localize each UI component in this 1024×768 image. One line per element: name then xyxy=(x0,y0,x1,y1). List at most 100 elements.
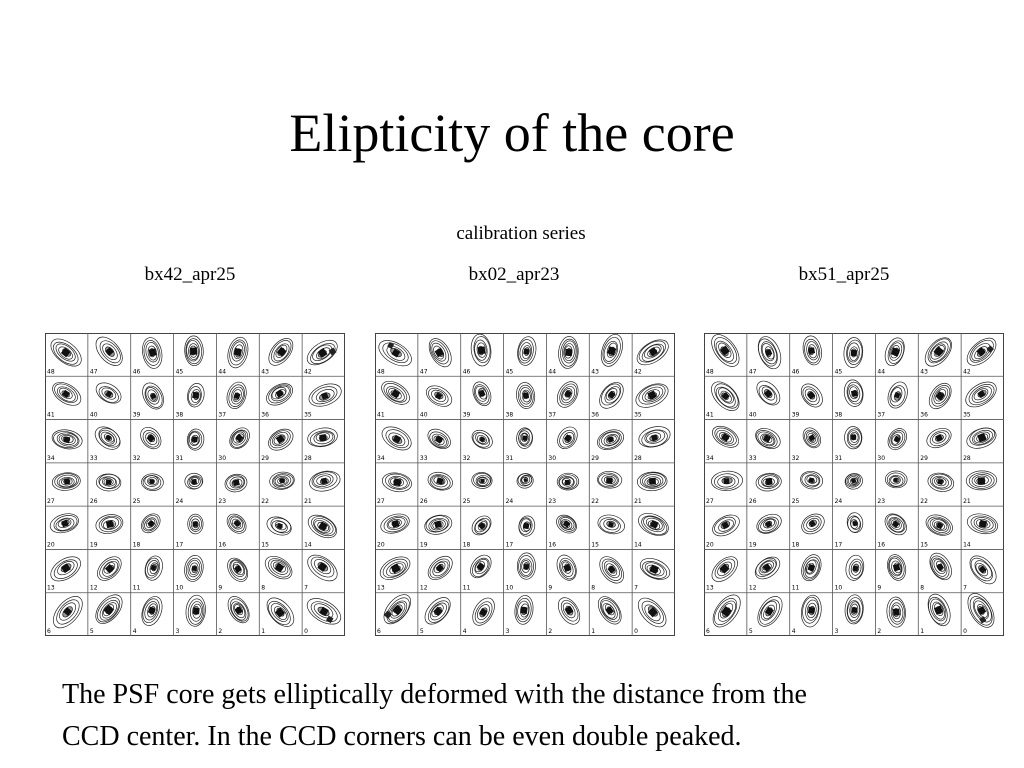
psf-contour xyxy=(307,514,337,539)
psf-contour xyxy=(967,593,995,628)
cell-number: 12 xyxy=(90,585,98,592)
cell-number: 21 xyxy=(304,498,312,505)
cell-number: 26 xyxy=(749,498,757,505)
cell-number: 42 xyxy=(634,368,642,375)
psf-contour xyxy=(52,382,82,406)
psf-contour xyxy=(185,594,206,627)
psf-contour xyxy=(516,473,534,489)
psf-contour xyxy=(755,428,781,449)
cell-number: 38 xyxy=(176,412,184,419)
psf-contour xyxy=(635,383,669,408)
cell-number: 48 xyxy=(47,368,55,375)
psf-contour xyxy=(802,335,822,366)
cell-number: 36 xyxy=(591,412,599,419)
psf-contour xyxy=(556,554,577,581)
psf-contour xyxy=(845,554,865,581)
cell-number: 43 xyxy=(261,368,269,375)
psf-contour xyxy=(599,382,624,409)
cell-number: 26 xyxy=(420,498,428,505)
psf-contour xyxy=(381,426,412,451)
cell-number: 33 xyxy=(749,455,757,462)
cell-number: 39 xyxy=(133,412,141,419)
cell-number: 13 xyxy=(706,585,714,592)
psf-contour xyxy=(51,472,81,491)
psf-contour xyxy=(637,597,667,628)
cell-number: 27 xyxy=(706,498,714,505)
psf-contour xyxy=(926,427,952,449)
psf-contour xyxy=(97,556,122,581)
psf-contour xyxy=(597,596,622,625)
psf-contour xyxy=(226,513,247,534)
cell-number: 30 xyxy=(548,455,556,462)
cell-number: 15 xyxy=(920,541,928,548)
cell-number: 8 xyxy=(591,585,595,592)
cell-number: 18 xyxy=(133,541,141,548)
cell-number: 0 xyxy=(304,628,308,635)
cell-number: 22 xyxy=(920,498,928,505)
cell-number: 25 xyxy=(133,498,141,505)
psf-contour xyxy=(711,556,738,582)
psf-contour xyxy=(94,426,121,450)
psf-contour xyxy=(95,473,122,492)
cell-number: 10 xyxy=(506,585,514,592)
psf-contour xyxy=(965,381,997,408)
psf-contour xyxy=(557,597,581,625)
psf-contour xyxy=(379,556,411,580)
panel-label-bx42: bx42_apr25 xyxy=(144,264,236,285)
cell-number: 6 xyxy=(706,628,710,635)
caption-line-2: CCD center. In the CCD corners can be ev… xyxy=(62,721,742,752)
psf-contour xyxy=(516,382,536,409)
psf-contour xyxy=(380,513,410,534)
psf-contour xyxy=(50,338,82,367)
psf-contour xyxy=(756,380,781,406)
cell-number: 21 xyxy=(963,498,971,505)
psf-contour xyxy=(52,596,83,629)
cell-number: 31 xyxy=(176,455,184,462)
cell-number: 6 xyxy=(47,628,51,635)
cell-number: 35 xyxy=(963,412,971,419)
psf-contour xyxy=(427,428,451,449)
cell-number: 1 xyxy=(261,628,265,635)
cell-number: 30 xyxy=(218,455,226,462)
cell-number: 13 xyxy=(377,585,385,592)
cell-number: 37 xyxy=(218,412,226,419)
psf-contour xyxy=(184,472,204,490)
psf-contour xyxy=(757,336,782,370)
cell-number: 23 xyxy=(218,498,226,505)
psf-contour xyxy=(844,594,864,625)
psf-contour xyxy=(556,514,577,534)
cell-number: 41 xyxy=(47,412,55,419)
psf-contour xyxy=(381,380,410,405)
cell-number: 19 xyxy=(90,541,98,548)
cell-number: 0 xyxy=(634,628,638,635)
psf-contour xyxy=(556,472,580,491)
cell-number: 22 xyxy=(261,498,269,505)
cell-number: 44 xyxy=(877,368,885,375)
psf-contour xyxy=(884,470,908,489)
psf-contour xyxy=(802,427,822,449)
psf-contour xyxy=(471,472,493,489)
psf-contour xyxy=(309,470,341,492)
psf-contour xyxy=(307,554,338,582)
cell-number: 12 xyxy=(420,585,428,592)
cell-number: 31 xyxy=(506,455,514,462)
cell-number: 32 xyxy=(792,455,800,462)
cell-number: 47 xyxy=(749,368,757,375)
psf-contour xyxy=(381,472,412,493)
psf-contour xyxy=(472,597,495,626)
cell-number: 8 xyxy=(261,585,265,592)
cell-number: 17 xyxy=(176,541,184,548)
psf-contour xyxy=(95,594,123,624)
psf-contour xyxy=(427,471,453,491)
cell-number: 42 xyxy=(304,368,312,375)
psf-contour xyxy=(927,593,951,627)
cell-number: 11 xyxy=(463,585,471,592)
psf-contour xyxy=(597,470,623,489)
psf-contour xyxy=(184,555,204,582)
cell-number: 20 xyxy=(706,541,714,548)
cell-number: 35 xyxy=(304,412,312,419)
psf-contour xyxy=(800,470,824,490)
psf-contour xyxy=(711,334,740,367)
cell-number: 5 xyxy=(90,628,94,635)
psf-contour xyxy=(424,514,453,535)
